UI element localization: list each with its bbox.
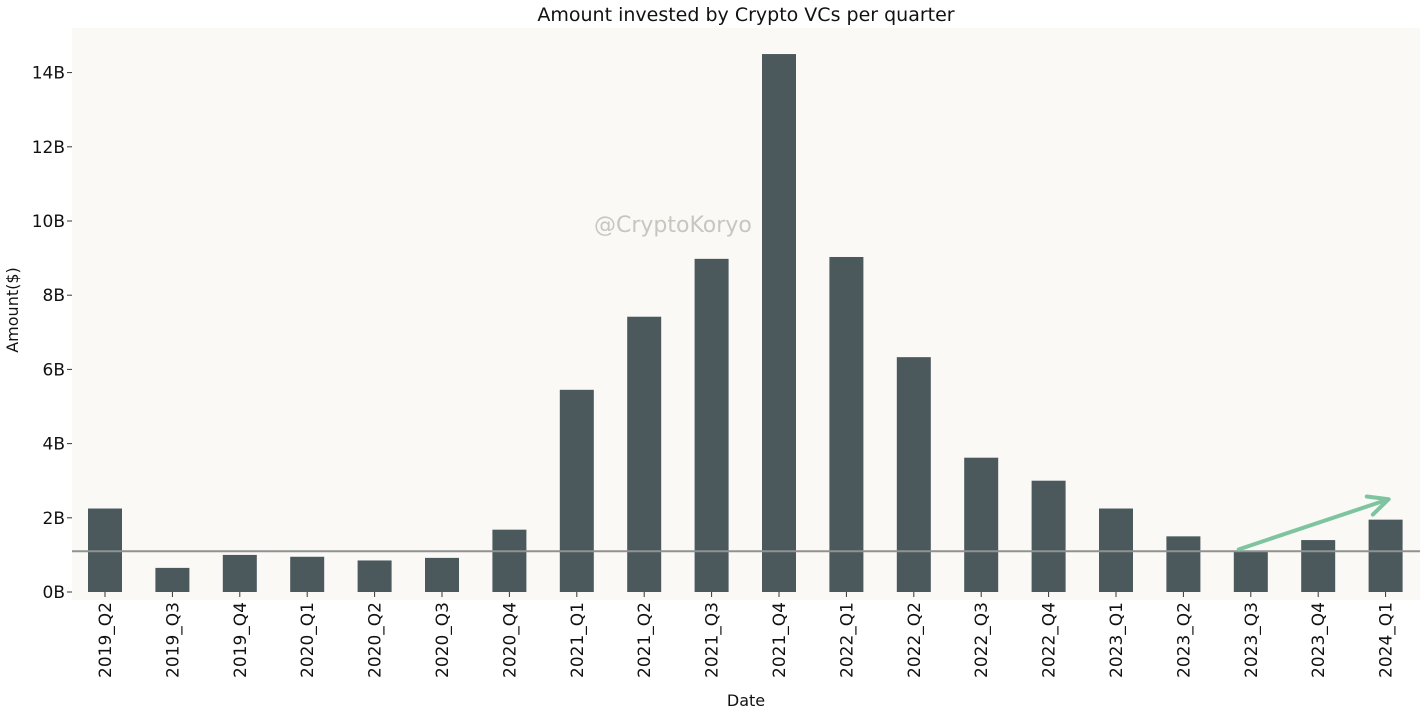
x-tick-label: 2022_Q3 [972,602,992,678]
y-tick-label: 4B [43,435,65,455]
x-tick-label: 2022_Q4 [1040,602,1060,678]
bar-2021_Q2 [627,316,662,592]
x-tick-label: 2023_Q4 [1309,602,1329,678]
y-axis-title: Amount($) [3,267,22,353]
x-tick-label: 2020_Q4 [500,602,520,678]
x-tick-label: 2019_Q3 [163,602,183,678]
x-axis-title: Date [727,691,765,710]
y-axis: 0B 2B 4B 6B 8B 10B 12B 14B [32,64,72,603]
bar-2021_Q4 [762,54,796,593]
bar-2023_Q4 [1301,540,1336,592]
bar-2020_Q4 [492,529,527,592]
trend-arrow [1236,494,1391,552]
x-axis: 2019_Q2 2019_Q3 2019_Q4 2020_Q1 2020_Q2 2020_… [96,592,1397,678]
bar-2020_Q2 [357,560,392,592]
y-tick-label: 2B [43,509,65,529]
bar-series [88,54,1403,593]
y-tick-label: 8B [43,286,65,306]
x-tick-label: 2019_Q4 [231,602,251,678]
y-tick-label: 14B [32,64,65,84]
y-tick-label: 0B [43,583,65,603]
x-tick-label: 2023_Q3 [1242,602,1262,678]
bar-2022_Q3 [964,457,999,592]
bar-2022_Q2 [896,357,931,592]
x-tick-label: 2021_Q3 [703,602,723,678]
x-tick-label: 2022_Q1 [837,602,857,678]
x-tick-label: 2019_Q2 [96,602,116,678]
bar-2020_Q3 [425,557,459,592]
x-tick-label: 2021_Q2 [635,602,655,678]
x-tick-label: 2024_Q1 [1377,602,1397,678]
bar-2024_Q1 [1368,519,1403,592]
x-tick-label: 2023_Q2 [1174,602,1194,678]
x-tick-label: 2023_Q1 [1107,602,1127,678]
plot-area [72,28,1420,600]
chart-title: Amount invested by Crypto VCs per quarte… [537,4,954,26]
bar-2021_Q1 [559,389,594,592]
y-tick-label: 6B [43,360,65,380]
bar-2019_Q4 [222,554,257,592]
bar-2020_Q1 [290,556,325,592]
bar-2022_Q1 [829,256,864,592]
watermark-text: @CryptoKoryo [594,213,752,238]
bar-2023_Q3 [1233,551,1268,592]
bar-2023_Q2 [1166,536,1201,592]
x-tick-label: 2022_Q2 [905,602,925,678]
y-tick-label: 10B [32,212,65,232]
x-tick-label: 2020_Q3 [433,602,453,678]
x-tick-label: 2021_Q1 [568,602,588,678]
y-tick-label: 12B [32,138,65,158]
x-tick-label: 2020_Q2 [366,602,386,678]
bar-2021_Q3 [694,258,729,592]
x-tick-label: 2021_Q4 [770,602,790,678]
bar-2019_Q3 [155,567,190,592]
x-tick-label: 2020_Q1 [298,602,318,678]
trend-arrow-head [1364,494,1391,517]
trend-arrow-shaft [1236,497,1391,552]
bar-2022_Q4 [1031,480,1066,592]
